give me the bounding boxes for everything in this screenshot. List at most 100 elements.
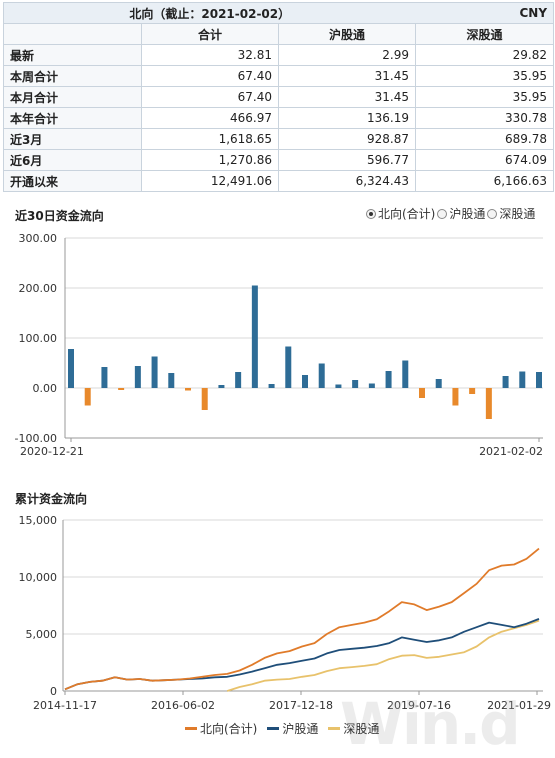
table-cell: 67.40 bbox=[141, 65, 279, 87]
table-cell: 2.99 bbox=[277, 44, 417, 66]
y-tick-label: 0 bbox=[50, 685, 57, 698]
bar bbox=[302, 375, 308, 388]
y-tick-label: 300.00 bbox=[19, 232, 58, 245]
table-title: 北向（截止：2021-02-02） bbox=[2, 2, 416, 24]
radio-option[interactable]: 北向(合计) bbox=[366, 205, 435, 222]
bar bbox=[285, 346, 292, 388]
legend-item: 深股通 bbox=[328, 720, 379, 737]
radio-option[interactable]: 深股通 bbox=[487, 205, 535, 222]
bar bbox=[452, 388, 459, 406]
row-label: 近6月 bbox=[3, 149, 142, 171]
legend-label: 沪股通 bbox=[282, 722, 319, 736]
radio-label: 沪股通 bbox=[449, 207, 486, 221]
bar bbox=[419, 388, 425, 398]
table-cell: 466.97 bbox=[141, 107, 279, 129]
table-cell: 596.77 bbox=[277, 149, 417, 171]
legend-swatch bbox=[328, 727, 341, 730]
x-tick-label: 2020-12-21 bbox=[20, 445, 84, 458]
y-tick-label: -100.00 bbox=[15, 432, 57, 445]
bar bbox=[251, 285, 258, 388]
bar bbox=[335, 384, 342, 388]
bar-chart-title: 近30日资金流向 bbox=[15, 209, 104, 223]
x-tick-label: 2014-11-17 bbox=[33, 699, 97, 712]
bar bbox=[318, 363, 325, 388]
bar bbox=[502, 376, 509, 388]
table-cell: 35.95 bbox=[415, 86, 555, 108]
y-tick-label: 100.00 bbox=[19, 332, 58, 345]
bar bbox=[101, 367, 108, 388]
column-header: 合计 bbox=[141, 23, 279, 45]
radio-button-icon[interactable] bbox=[437, 208, 448, 219]
x-tick-label: 2017-12-18 bbox=[269, 699, 333, 712]
bar bbox=[469, 388, 476, 394]
bar bbox=[352, 380, 359, 388]
watermark-logo: Win.d bbox=[340, 690, 521, 758]
bar-chart: -100.00 0.00 100.00 200.00 300.00 2020-12-21 2… bbox=[15, 232, 543, 458]
x-tick-label: 2021-01-29 bbox=[487, 699, 551, 712]
table-row: 开通以来 12,491.06 6,324.43 6,166.63 bbox=[3, 170, 555, 192]
bar bbox=[118, 388, 125, 390]
table-cell: 928.87 bbox=[277, 128, 417, 150]
row-label: 本周合计 bbox=[3, 65, 142, 87]
radio-option[interactable]: 沪股通 bbox=[437, 205, 485, 222]
bar bbox=[485, 388, 492, 419]
x-tick-label: 2016-06-02 bbox=[151, 699, 215, 712]
row-label: 最新 bbox=[3, 44, 142, 66]
table-row: 近6月 1,270.86 596.77 674.09 bbox=[3, 149, 555, 171]
series-radio-group: 北向(合计) 沪股通 深股通 bbox=[366, 205, 535, 222]
table-cell: 35.95 bbox=[415, 65, 555, 87]
table-row: 本月合计 67.40 31.45 35.95 bbox=[3, 86, 555, 108]
y-tick-label: 10,000 bbox=[19, 571, 58, 584]
bar bbox=[519, 371, 526, 388]
bar bbox=[218, 385, 225, 388]
bar bbox=[151, 356, 158, 388]
row-label: 开通以来 bbox=[3, 170, 142, 192]
bar bbox=[402, 360, 409, 388]
radio-button-icon[interactable] bbox=[366, 208, 376, 219]
table-cell: 29.82 bbox=[415, 44, 555, 66]
table-cell: 1,270.86 bbox=[141, 149, 279, 171]
radio-label: 北向(合计) bbox=[378, 207, 436, 221]
legend-item: 沪股通 bbox=[267, 720, 318, 737]
table-cell: 67.40 bbox=[141, 86, 279, 108]
x-tick-label: 2019-07-16 bbox=[387, 699, 451, 712]
radio-label: 深股通 bbox=[499, 207, 536, 221]
series-line bbox=[226, 619, 540, 692]
legend-label: 北向(合计) bbox=[200, 722, 258, 736]
table-cell: 32.81 bbox=[141, 44, 279, 66]
y-tick-label: 15,000 bbox=[19, 514, 58, 527]
table-row: 本周合计 67.40 31.45 35.95 bbox=[3, 65, 555, 87]
row-label: 近3月 bbox=[3, 128, 142, 150]
bar bbox=[201, 388, 208, 410]
table-cell: 31.45 bbox=[277, 65, 417, 87]
table-cell: 136.19 bbox=[277, 107, 417, 129]
table-cell: 1,618.65 bbox=[141, 128, 279, 150]
y-tick-label: 200.00 bbox=[19, 282, 58, 295]
bar bbox=[368, 383, 375, 388]
unit-label: CNY bbox=[415, 2, 555, 24]
legend-item: 北向(合计) bbox=[185, 720, 257, 737]
bar bbox=[134, 366, 141, 388]
series-line bbox=[64, 547, 540, 691]
table-row: 最新 32.81 2.99 29.82 bbox=[3, 44, 555, 66]
y-tick-label: 0.00 bbox=[33, 382, 58, 395]
legend-swatch bbox=[185, 727, 197, 730]
table-cell: 31.45 bbox=[277, 86, 417, 108]
legend-label: 深股通 bbox=[343, 722, 380, 736]
bar bbox=[435, 379, 442, 388]
line-chart-title: 累计资金流向 bbox=[15, 492, 88, 506]
bar bbox=[68, 349, 74, 388]
column-header: 深股通 bbox=[415, 23, 555, 45]
bar bbox=[385, 371, 392, 388]
bar bbox=[84, 388, 91, 406]
table-row: 本年合计 466.97 136.19 330.78 bbox=[3, 107, 555, 129]
x-tick-label: 2021-02-02 bbox=[479, 445, 543, 458]
table-cell: 689.78 bbox=[415, 128, 555, 150]
table-row: 近3月 1,618.65 928.87 689.78 bbox=[3, 128, 555, 150]
summary-table: 北向（截止：2021-02-02） CNY 合计 沪股通 深股通 最新 32.81 2.… bbox=[2, 2, 555, 192]
table-cell: 12,491.06 bbox=[141, 170, 279, 192]
bar bbox=[268, 384, 275, 388]
column-header-row: 合计 沪股通 深股通 bbox=[3, 23, 555, 45]
radio-button-icon[interactable] bbox=[487, 208, 498, 219]
table-cell: 6,324.43 bbox=[277, 170, 417, 192]
